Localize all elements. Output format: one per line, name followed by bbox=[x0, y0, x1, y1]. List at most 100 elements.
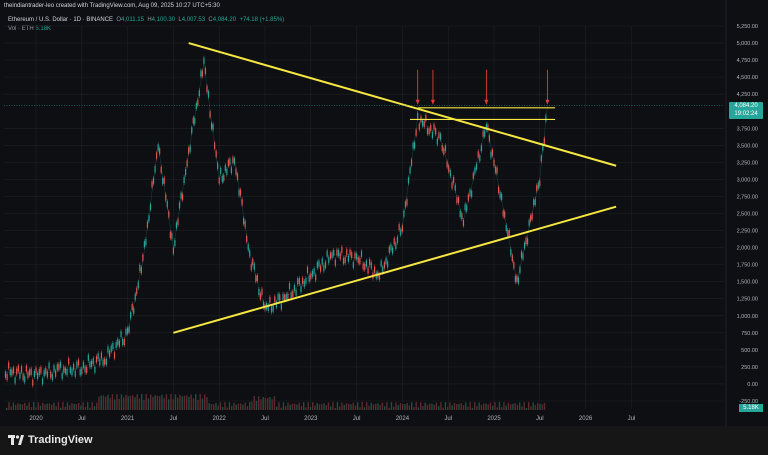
candle-body bbox=[269, 296, 271, 303]
candle-body bbox=[115, 341, 117, 348]
volume-bar bbox=[136, 394, 138, 410]
candle-body bbox=[50, 371, 52, 378]
volume-bar bbox=[179, 394, 181, 410]
candle-body bbox=[198, 90, 200, 97]
candle-body bbox=[329, 252, 332, 259]
candle-body bbox=[105, 358, 107, 365]
candle-body bbox=[336, 249, 338, 256]
candle-body bbox=[186, 160, 188, 167]
candle-body bbox=[431, 132, 433, 139]
candle-body bbox=[192, 117, 194, 124]
candle-body bbox=[194, 118, 196, 125]
candle-body bbox=[227, 159, 229, 166]
volume-bar bbox=[240, 403, 242, 410]
candle-body bbox=[43, 370, 45, 377]
x-tick-label: 2026 bbox=[579, 416, 593, 422]
candle-body bbox=[201, 70, 204, 77]
volume-bar bbox=[336, 402, 339, 410]
x-tick-label: Jul bbox=[261, 416, 269, 422]
candle-body bbox=[76, 361, 78, 368]
candle-body bbox=[390, 244, 392, 251]
candle-body bbox=[504, 211, 506, 218]
volume-bar bbox=[39, 405, 42, 410]
volume-bar bbox=[384, 406, 386, 410]
candle-body bbox=[461, 213, 463, 220]
volume-bar bbox=[66, 402, 69, 410]
candle-body bbox=[385, 257, 387, 264]
candle-body bbox=[246, 235, 248, 242]
volume-bar bbox=[327, 402, 330, 410]
candle-body bbox=[359, 257, 361, 264]
candle-body bbox=[226, 168, 228, 175]
candle-body bbox=[493, 159, 495, 166]
candle-body bbox=[537, 182, 539, 189]
volume-bar bbox=[501, 407, 503, 410]
volume-bar bbox=[10, 406, 12, 410]
volume-bar bbox=[105, 396, 107, 410]
candle-body bbox=[456, 197, 458, 204]
volume-bar bbox=[359, 407, 361, 410]
volume-bar bbox=[510, 404, 512, 410]
candle-body bbox=[320, 265, 322, 272]
volume-bar bbox=[143, 399, 145, 410]
candle-body bbox=[11, 369, 13, 376]
candle-body bbox=[8, 362, 10, 369]
volume-bar bbox=[57, 402, 60, 410]
candle-body bbox=[197, 99, 199, 106]
volume-bar bbox=[413, 406, 415, 410]
volume-bar bbox=[478, 402, 480, 410]
volume-bar bbox=[24, 402, 26, 410]
symbol-legend[interactable]: Ethereum / U.S. Dollar · 1D · BINANCE O4… bbox=[8, 17, 284, 23]
candle-body bbox=[446, 161, 448, 168]
volume-bar bbox=[242, 404, 244, 410]
candle-body bbox=[341, 246, 343, 253]
volume-bar bbox=[186, 395, 188, 410]
candle-body bbox=[448, 165, 450, 172]
volume-bar bbox=[505, 405, 507, 410]
candle-body bbox=[244, 221, 246, 228]
candle-body bbox=[288, 283, 291, 290]
candle-body bbox=[270, 306, 273, 313]
candle-body bbox=[174, 239, 176, 246]
y-tick-label: 1,750.00 bbox=[737, 263, 758, 269]
volume-bar bbox=[417, 407, 420, 410]
candle-body bbox=[298, 278, 300, 285]
volume-bar bbox=[341, 402, 343, 410]
candle-body bbox=[109, 350, 111, 357]
volume-bar bbox=[262, 397, 264, 410]
candle-body bbox=[334, 259, 336, 266]
volume-bar bbox=[422, 405, 424, 410]
candle-body bbox=[169, 232, 171, 239]
volume-bar bbox=[291, 403, 294, 410]
volume-bar bbox=[312, 402, 314, 410]
candle-body bbox=[520, 251, 523, 258]
volume-bar bbox=[217, 405, 219, 410]
grid-layer bbox=[4, 25, 724, 409]
volume-bar bbox=[21, 404, 24, 410]
volume-bar bbox=[192, 398, 195, 410]
volume-legend[interactable]: Vol · ETH 5.18K bbox=[8, 26, 51, 32]
candle-body bbox=[441, 145, 443, 152]
candle-body bbox=[14, 377, 16, 384]
x-tick-label: Jul bbox=[78, 416, 86, 422]
candle-body bbox=[480, 145, 483, 152]
candle-body bbox=[398, 224, 400, 231]
volume-bar bbox=[431, 403, 433, 410]
candle-body bbox=[305, 277, 307, 284]
trendline bbox=[173, 205, 617, 334]
volume-bar bbox=[280, 407, 282, 410]
candle-body bbox=[4, 371, 7, 378]
volume-bar bbox=[161, 394, 163, 410]
volume-bar bbox=[84, 406, 87, 410]
candle-body bbox=[25, 365, 27, 372]
candle-body bbox=[6, 373, 8, 380]
candle-body bbox=[484, 130, 486, 137]
brand[interactable]: TradingView bbox=[8, 434, 93, 446]
candle-body bbox=[357, 257, 359, 264]
candle-body bbox=[404, 201, 407, 208]
candle-body bbox=[142, 254, 144, 261]
arrow-head bbox=[484, 99, 489, 105]
y-tick-label: 5,250.00 bbox=[737, 24, 758, 30]
candle-body bbox=[356, 253, 358, 260]
